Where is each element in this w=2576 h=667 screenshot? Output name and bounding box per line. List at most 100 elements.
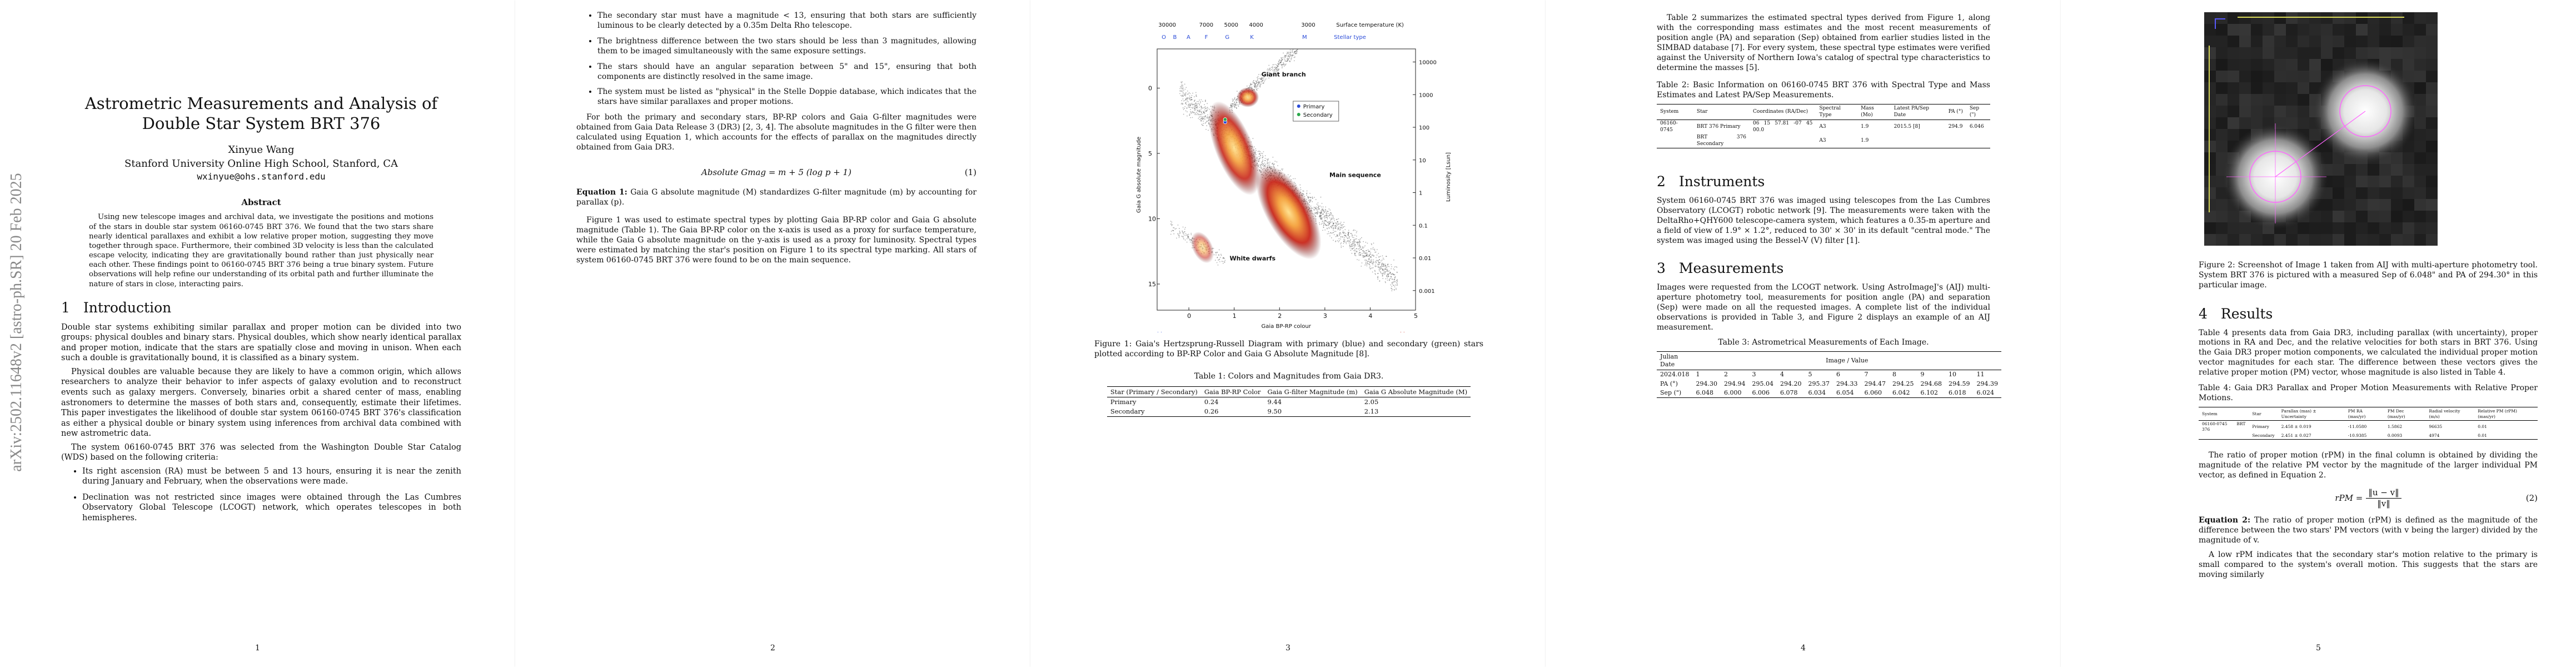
- y2-axis-label: Luminosity [Lsun]: [1446, 152, 1452, 202]
- data-point: [1184, 106, 1186, 107]
- data-point: [1325, 211, 1326, 212]
- data-point: [1314, 207, 1316, 208]
- data-point: [1320, 213, 1322, 215]
- data-point: [1397, 282, 1398, 284]
- data-point: [1184, 235, 1186, 236]
- data-point: [1312, 197, 1313, 199]
- data-point: [1189, 98, 1191, 99]
- data-point: [1197, 107, 1198, 108]
- data-point: [1263, 163, 1264, 165]
- data-point: [1330, 220, 1332, 222]
- data-point: [1354, 238, 1356, 240]
- data-point: [1200, 120, 1202, 121]
- data-point: [1320, 218, 1322, 220]
- list-item: Declination was not restricted since ima…: [82, 492, 461, 524]
- data-point: [1254, 87, 1256, 88]
- data-point: [1205, 108, 1207, 109]
- data-point: [1354, 255, 1356, 256]
- data-point: [1188, 97, 1190, 98]
- top-tick-label: 30000: [1158, 22, 1176, 28]
- data-point: [1347, 235, 1349, 236]
- data-point: [1205, 111, 1207, 112]
- data-point: [1307, 197, 1309, 198]
- data-point: [1262, 79, 1263, 81]
- data-point: [1392, 288, 1393, 290]
- data-point: [1349, 241, 1351, 242]
- y2-tick-label: 10: [1419, 158, 1426, 164]
- data-point: [1275, 67, 1277, 69]
- data-point: [1272, 162, 1273, 164]
- data-point: [1384, 271, 1386, 272]
- data-point: [1331, 226, 1332, 227]
- data-point: [1184, 227, 1186, 228]
- data-point: [1224, 260, 1226, 261]
- data-point: [1294, 56, 1296, 58]
- data-point: [1394, 277, 1396, 278]
- data-point: [1190, 99, 1192, 101]
- data-point: [1369, 257, 1370, 259]
- data-point: [1323, 225, 1324, 226]
- data-point: [1264, 158, 1266, 159]
- table-row: Primary 0.24 9.44 2.05: [1110, 398, 1379, 406]
- data-point: [1328, 223, 1330, 224]
- data-point: [1277, 165, 1278, 166]
- data-point: [1349, 240, 1351, 241]
- x-tick-label: 5: [1414, 312, 1418, 320]
- data-point: [1254, 83, 1255, 84]
- data-point: [1289, 52, 1291, 54]
- data-point: [1342, 227, 1343, 229]
- data-point: [1327, 225, 1328, 226]
- data-point: [1344, 226, 1346, 227]
- data-point: [1182, 107, 1184, 108]
- data-point: [1255, 82, 1257, 84]
- data-point: [1249, 86, 1250, 88]
- data-point: [1200, 116, 1202, 117]
- data-point: [1333, 225, 1334, 226]
- data-point: [1264, 75, 1265, 77]
- data-point: [1199, 116, 1201, 117]
- data-point: [1171, 225, 1173, 226]
- data-point: [1251, 83, 1253, 85]
- top-tick-label: 4000: [1249, 22, 1263, 28]
- data-point: [1278, 61, 1280, 62]
- data-point: [1188, 107, 1190, 108]
- data-point: [1268, 74, 1269, 76]
- data-point: [1314, 209, 1315, 211]
- author-email[interactable]: wxinyue@ohs.stanford.edu: [197, 171, 326, 182]
- data-point: [1218, 254, 1219, 256]
- data-point: [1396, 266, 1398, 268]
- data-point: [1351, 245, 1352, 247]
- data-point: [1249, 85, 1250, 87]
- data-point: [1258, 160, 1260, 162]
- data-point: [1378, 263, 1380, 265]
- data-point: [1170, 223, 1172, 225]
- data-point: [1387, 276, 1389, 277]
- data-point: [1357, 242, 1358, 243]
- data-point: [1358, 239, 1359, 240]
- data-point: [1187, 235, 1188, 237]
- data-point: [1369, 265, 1371, 267]
- data-point: [1273, 163, 1275, 165]
- data-point: [1391, 288, 1392, 290]
- data-point: [1333, 232, 1334, 233]
- data-point: [1183, 113, 1184, 115]
- data-point: [1279, 62, 1281, 64]
- data-point: [1231, 106, 1233, 107]
- data-point: [1179, 230, 1180, 232]
- data-point: [1324, 229, 1326, 231]
- data-point: [1317, 207, 1319, 208]
- data-point: [1262, 83, 1264, 84]
- data-point: [1263, 77, 1265, 78]
- data-point: [1207, 114, 1208, 116]
- data-point: [1193, 104, 1195, 106]
- data-point: [1382, 266, 1383, 267]
- data-point: [1201, 120, 1202, 122]
- data-point: [1204, 107, 1205, 108]
- abstract-heading: Abstract: [241, 197, 281, 208]
- paragraph: Table 4 presents data from Gaia DR3, inc…: [2199, 328, 2538, 377]
- data-point: [1293, 57, 1295, 58]
- data-point: [1312, 198, 1313, 199]
- aperture-secondary[interactable]: [2339, 85, 2391, 137]
- data-point: [1366, 255, 1367, 256]
- data-point: [1269, 74, 1270, 76]
